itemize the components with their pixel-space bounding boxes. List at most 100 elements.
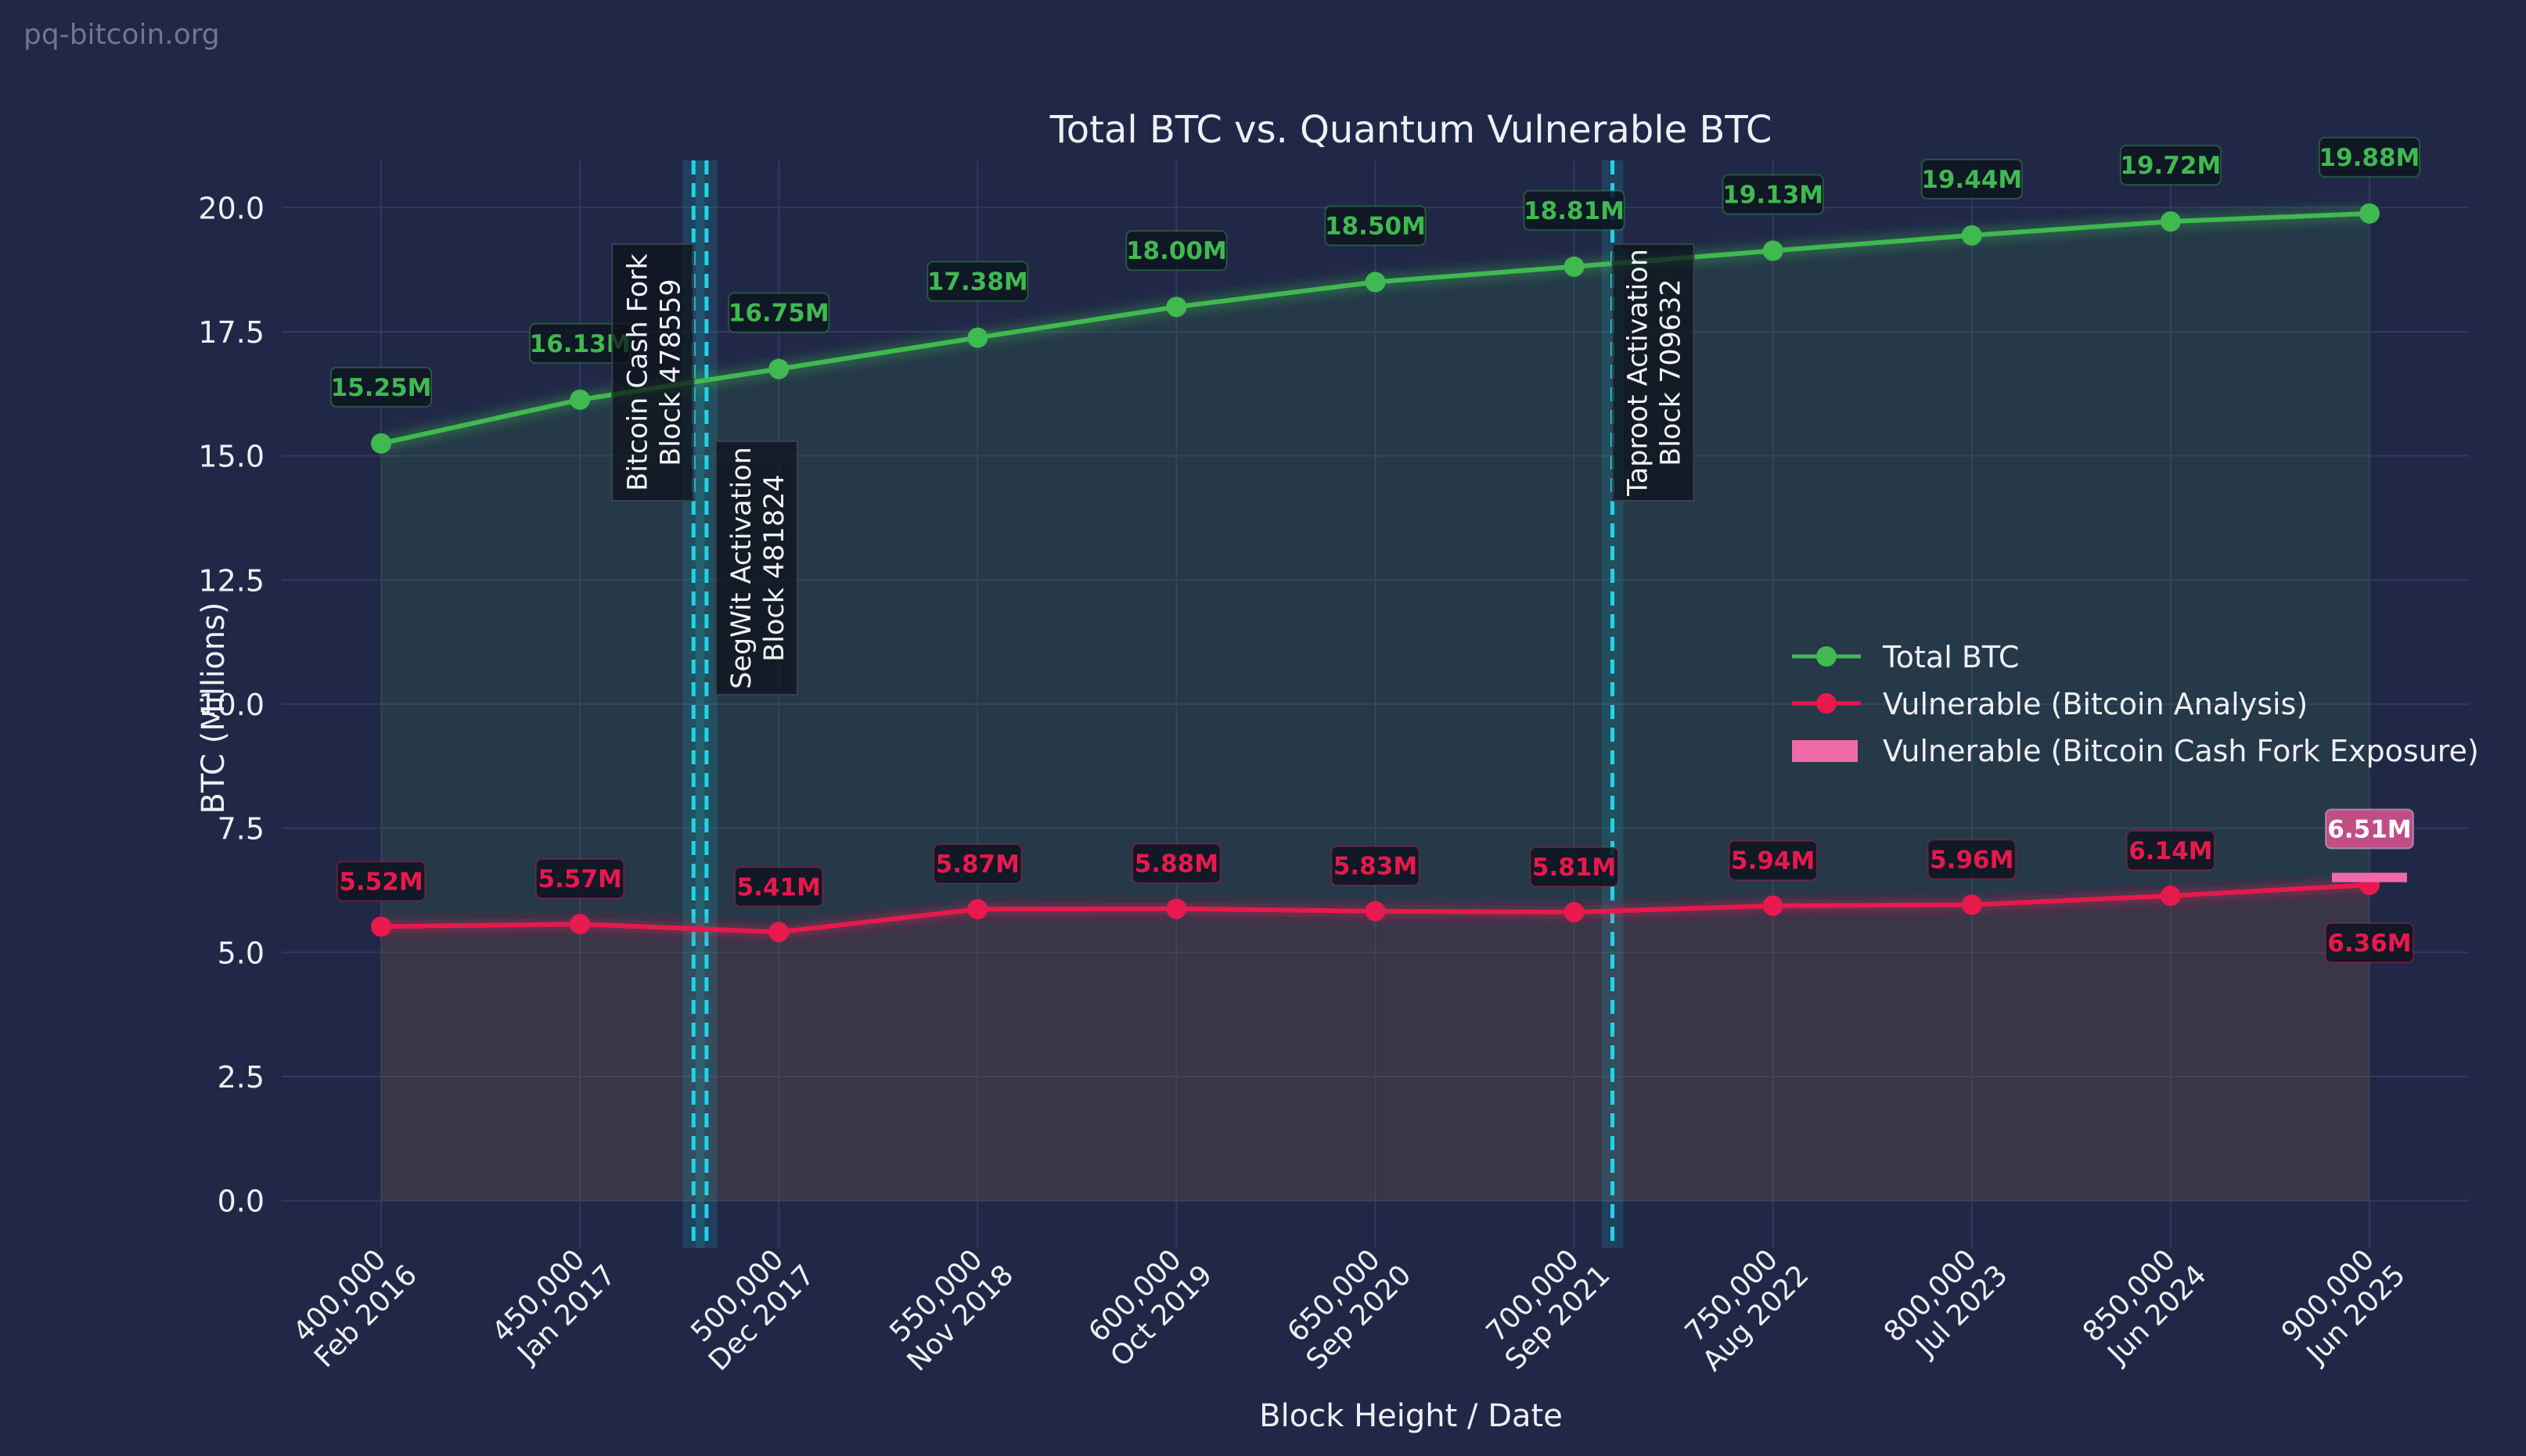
vulnerable-btc-label-box [1728, 839, 1818, 881]
y-tick-label: 2.5 [218, 1060, 264, 1095]
vulnerable-btc-label-box [2324, 922, 2414, 964]
legend-marker-total [1816, 646, 1837, 667]
vulnerable-btc-point [1365, 901, 1386, 922]
bch-exposure-label-box [2324, 808, 2414, 850]
vulnerable-btc-label: 5.57M [535, 858, 625, 900]
total-btc-label: 15.25M [330, 366, 433, 408]
total-btc-label-box [1523, 189, 1625, 231]
vulnerable-btc-label-box [933, 843, 1023, 885]
vulnerable-btc-point [1961, 894, 1982, 915]
vulnerable-btc-label: 5.81M [1529, 846, 1619, 887]
vulnerable-btc-label: 5.94M [1728, 839, 1818, 881]
vulnerable-btc-label-box [1529, 846, 1619, 887]
y-tick-label: 0.0 [218, 1185, 264, 1219]
total-btc-label: 19.13M [1722, 174, 1824, 215]
vulnerable-btc-label-text: 5.57M [538, 865, 621, 893]
bch-exposure-label: 6.51M [2324, 808, 2414, 850]
total-btc-point [570, 389, 591, 410]
total-btc-label-box [1722, 174, 1824, 215]
total-btc-label-text: 18.50M [1325, 213, 1426, 241]
y-tick-label: 20.0 [198, 191, 264, 225]
vulnerable-btc-label: 5.83M [1330, 845, 1420, 886]
total-btc-label: 18.50M [1324, 205, 1427, 246]
vulnerable-btc-label-text: 5.52M [339, 868, 423, 896]
legend-marker-vulnerable [1816, 693, 1837, 714]
vulnerable-btc-label: 5.88M [1132, 843, 1222, 884]
event-labels: Bitcoin Cash Fork Block 478559 SegWit Acti… [611, 243, 1695, 696]
event-label-text-group: Bitcoin Cash Fork Block 478559 [622, 253, 686, 491]
vulnerable-btc-label-box [336, 861, 426, 902]
vulnerable-btc-label: 5.87M [933, 843, 1023, 885]
bch-exposure-label-text: 6.51M [2327, 816, 2411, 844]
vulnerable-btc-label-text: 5.87M [936, 850, 1020, 879]
total-btc-point [1563, 256, 1585, 277]
total-btc-label-box [2119, 145, 2222, 186]
vulnerable-btc-point [967, 899, 988, 920]
total-btc-label: 16.75M [728, 292, 830, 333]
total-btc-area [381, 213, 2369, 1201]
event-label-box [1611, 243, 1695, 502]
total-btc-point [1961, 225, 1982, 246]
total-btc-label-text: 19.72M [2120, 152, 2221, 180]
y-axis-label: BTC (Millions) [196, 602, 232, 814]
total-btc-label-box [330, 366, 433, 408]
total-btc-label: 17.38M [927, 261, 1029, 302]
total-btc-label-box [2318, 136, 2420, 178]
event-label-text-group: Taproot Activation Block 709632 [1623, 249, 1687, 497]
legend: Total BTC Vulnerable (Bitcoin Analysis) … [1792, 640, 2479, 768]
event-glow [695, 160, 718, 1248]
total-btc-label-box [1920, 158, 2023, 200]
event-label-line2: Block 709632 [1656, 279, 1687, 466]
vulnerable-btc-label: 6.36M [2324, 922, 2414, 964]
total-btc-label-text: 16.75M [729, 300, 829, 328]
vulnerable-btc-label-text: 5.94M [1731, 847, 1815, 875]
y-tick-label: 17.5 [198, 315, 264, 350]
total-btc-point [1762, 240, 1783, 261]
vulnerable-btc-label-text: 5.83M [1333, 853, 1417, 881]
event-label-line2: Block 478559 [655, 279, 686, 466]
y-tick-label: 15.0 [198, 440, 264, 474]
total-btc-label: 18.00M [1125, 230, 1228, 271]
event-label-box [714, 440, 798, 696]
vulnerable-btc-point [1762, 895, 1783, 916]
event-label-line1: Taproot Activation [1623, 249, 1654, 497]
vulnerable-btc-point [570, 914, 591, 935]
vulnerable-btc-point [768, 922, 790, 943]
y-tick-label: 7.5 [218, 812, 264, 847]
total-btc-label-text: 17.38M [927, 268, 1028, 297]
event-label: SegWit Activation Block 481824 [714, 440, 798, 696]
x-axis-label: Block Height / Date [1259, 1398, 1563, 1434]
legend-label-bch: Vulnerable (Bitcoin Cash Fork Exposure) [1883, 734, 2479, 768]
vulnerable-btc-label-box [1132, 843, 1222, 884]
vulnerable-btc-label-box [535, 858, 625, 900]
vulnerable-btc-label: 5.41M [734, 866, 824, 908]
y-tick-label: 12.5 [198, 563, 264, 598]
bch-exposure-mark [2331, 872, 2407, 883]
event-label: Bitcoin Cash Fork Block 478559 [611, 243, 695, 502]
vulnerable-btc-point [371, 916, 392, 937]
chart-title: Total BTC vs. Quantum Vulnerable BTC [1049, 108, 1772, 152]
total-btc-point [768, 358, 790, 379]
vulnerable-btc-point [2160, 885, 2181, 906]
vulnerable-btc-label-text: 5.88M [1135, 850, 1218, 878]
total-btc-label-text: 19.13M [1722, 182, 1823, 210]
vulnerable-btc-label: 5.96M [1927, 839, 2017, 880]
total-btc-point [1365, 271, 1386, 293]
vulnerable-btc-label-box [2125, 829, 2215, 871]
total-btc-label-text: 15.25M [331, 374, 432, 402]
total-btc-label-box [1324, 205, 1427, 246]
total-btc-label: 19.72M [2119, 145, 2222, 186]
legend-swatch-bch [1792, 740, 1858, 762]
total-btc-label-box [728, 292, 830, 333]
vulnerable-btc-label: 5.52M [336, 861, 426, 902]
total-btc-point [371, 433, 392, 454]
